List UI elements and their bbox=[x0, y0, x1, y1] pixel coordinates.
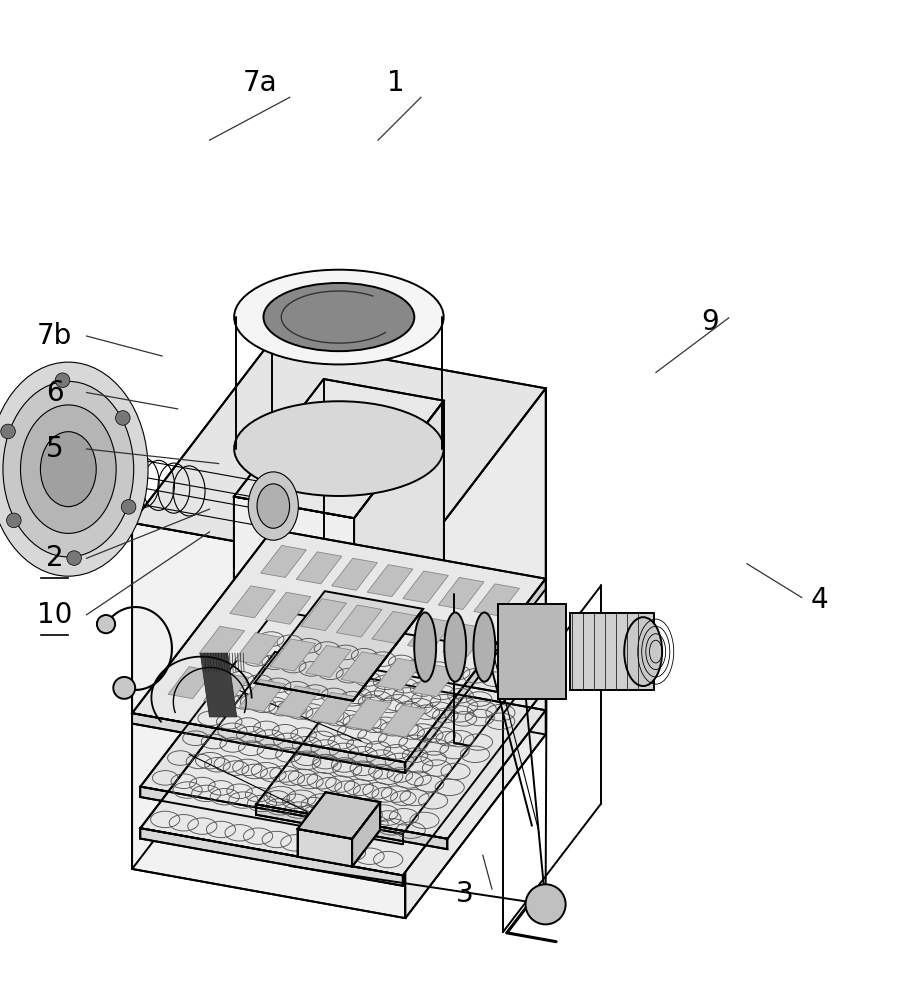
Polygon shape bbox=[200, 653, 237, 717]
Polygon shape bbox=[407, 618, 453, 650]
Polygon shape bbox=[438, 577, 484, 609]
Polygon shape bbox=[140, 828, 403, 886]
Polygon shape bbox=[498, 604, 567, 699]
Polygon shape bbox=[336, 605, 382, 637]
Polygon shape bbox=[341, 652, 386, 684]
Ellipse shape bbox=[248, 472, 299, 540]
Polygon shape bbox=[372, 611, 417, 643]
Text: 2: 2 bbox=[46, 544, 64, 572]
Polygon shape bbox=[298, 792, 380, 839]
Text: 6: 6 bbox=[46, 379, 64, 407]
Polygon shape bbox=[274, 686, 321, 718]
Polygon shape bbox=[367, 565, 413, 597]
Ellipse shape bbox=[3, 381, 134, 557]
Polygon shape bbox=[310, 692, 356, 724]
Ellipse shape bbox=[234, 270, 444, 364]
Ellipse shape bbox=[526, 884, 566, 924]
Text: 4: 4 bbox=[811, 586, 829, 614]
Polygon shape bbox=[203, 673, 250, 705]
Ellipse shape bbox=[624, 617, 662, 686]
Ellipse shape bbox=[234, 401, 444, 496]
Polygon shape bbox=[353, 802, 380, 867]
Ellipse shape bbox=[415, 612, 436, 682]
Polygon shape bbox=[570, 613, 653, 690]
Polygon shape bbox=[443, 624, 488, 656]
Ellipse shape bbox=[445, 612, 466, 682]
Ellipse shape bbox=[6, 513, 21, 528]
Ellipse shape bbox=[21, 405, 117, 533]
Text: 1: 1 bbox=[387, 69, 405, 97]
Polygon shape bbox=[254, 591, 424, 701]
Ellipse shape bbox=[263, 283, 415, 351]
Polygon shape bbox=[132, 713, 405, 773]
Text: 9: 9 bbox=[701, 308, 720, 336]
Ellipse shape bbox=[67, 551, 81, 565]
Text: 7a: 7a bbox=[242, 69, 277, 97]
Polygon shape bbox=[265, 592, 311, 624]
Polygon shape bbox=[239, 679, 285, 711]
Ellipse shape bbox=[56, 373, 70, 388]
Polygon shape bbox=[345, 699, 392, 731]
Ellipse shape bbox=[116, 411, 130, 425]
Polygon shape bbox=[234, 379, 444, 518]
Polygon shape bbox=[140, 610, 537, 834]
Polygon shape bbox=[256, 804, 447, 849]
Ellipse shape bbox=[121, 500, 136, 514]
Ellipse shape bbox=[40, 432, 97, 507]
Polygon shape bbox=[305, 645, 351, 677]
Polygon shape bbox=[296, 552, 342, 584]
Text: 7b: 7b bbox=[37, 322, 72, 350]
Polygon shape bbox=[140, 652, 537, 875]
Polygon shape bbox=[199, 626, 244, 658]
Text: 5: 5 bbox=[46, 435, 64, 463]
Polygon shape bbox=[132, 339, 546, 572]
Polygon shape bbox=[256, 676, 546, 839]
Polygon shape bbox=[403, 571, 448, 603]
Ellipse shape bbox=[1, 424, 15, 439]
Text: 3: 3 bbox=[456, 880, 474, 908]
Polygon shape bbox=[381, 705, 427, 737]
Polygon shape bbox=[230, 586, 275, 618]
Polygon shape bbox=[353, 609, 424, 701]
Polygon shape bbox=[234, 497, 354, 716]
Polygon shape bbox=[261, 545, 306, 577]
Text: 10: 10 bbox=[37, 601, 72, 629]
Ellipse shape bbox=[113, 677, 135, 699]
Polygon shape bbox=[354, 401, 444, 716]
Ellipse shape bbox=[97, 615, 115, 633]
Polygon shape bbox=[140, 787, 403, 844]
Polygon shape bbox=[405, 388, 546, 918]
Ellipse shape bbox=[257, 484, 290, 528]
Polygon shape bbox=[301, 599, 346, 631]
Polygon shape bbox=[234, 633, 280, 665]
Polygon shape bbox=[405, 579, 546, 773]
Polygon shape bbox=[474, 584, 519, 616]
Polygon shape bbox=[132, 530, 546, 762]
Ellipse shape bbox=[474, 612, 496, 682]
Polygon shape bbox=[376, 658, 422, 690]
Polygon shape bbox=[132, 523, 405, 918]
Polygon shape bbox=[168, 667, 214, 699]
Polygon shape bbox=[332, 558, 377, 590]
Polygon shape bbox=[412, 665, 457, 697]
Polygon shape bbox=[298, 829, 353, 867]
Ellipse shape bbox=[0, 362, 148, 576]
Polygon shape bbox=[254, 683, 353, 701]
Polygon shape bbox=[270, 639, 315, 671]
